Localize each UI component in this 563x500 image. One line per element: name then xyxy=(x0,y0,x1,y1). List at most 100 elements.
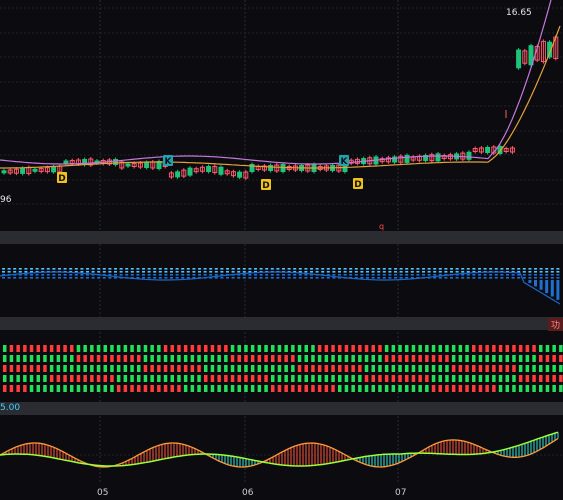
ind1-dot xyxy=(259,274,263,276)
candle-body xyxy=(20,167,26,174)
ind1-dot xyxy=(394,268,397,270)
ind2-bar xyxy=(103,355,107,362)
ind2-bar xyxy=(177,355,181,362)
ind1-dot xyxy=(354,274,358,276)
candle-body xyxy=(137,162,143,168)
ind1-dot xyxy=(444,271,448,273)
ind1-dot xyxy=(248,277,252,279)
ind2-bar xyxy=(230,385,235,392)
ind2-bar xyxy=(277,375,282,382)
ind2-bar xyxy=(16,345,20,352)
ind2-bar xyxy=(204,345,208,352)
ind2-bar xyxy=(110,345,114,352)
ind1-dot xyxy=(472,274,476,276)
ind1-dot xyxy=(181,274,185,276)
ind1-dot xyxy=(242,268,246,270)
ind2-bar xyxy=(16,385,20,392)
ind1-dot xyxy=(265,274,269,276)
ind2-bar xyxy=(264,385,268,392)
ind2-bar xyxy=(384,355,389,362)
ind1-dot xyxy=(545,274,549,276)
ind2-bar xyxy=(56,355,61,362)
ind1-dot xyxy=(170,271,173,273)
marker-text: D xyxy=(58,174,65,184)
ind1-dot xyxy=(528,271,532,273)
candle-body xyxy=(199,166,205,172)
ind1-dot xyxy=(472,277,476,279)
ind2-bar xyxy=(284,375,288,382)
ind2-bar xyxy=(183,375,188,382)
pane-separator[interactable] xyxy=(0,402,563,415)
ind2-bar xyxy=(304,355,308,362)
ind1-dot xyxy=(108,274,112,276)
ind2-bar xyxy=(451,375,456,382)
ind2-bar xyxy=(83,375,87,382)
ind1-dot xyxy=(158,271,162,273)
signal-marker[interactable]: K xyxy=(339,155,349,167)
ind1-dot xyxy=(102,277,106,279)
candle-body xyxy=(168,172,174,178)
ind2-bar xyxy=(338,355,342,362)
ind1-dot xyxy=(377,274,381,276)
ind2-bar xyxy=(458,375,463,382)
candle-body xyxy=(398,155,404,163)
ind1-dot xyxy=(338,271,341,273)
signal-marker[interactable]: K xyxy=(163,155,173,167)
ind1-dot xyxy=(24,271,28,273)
candle-body xyxy=(38,167,44,172)
ind1-dot xyxy=(136,274,140,276)
ind1-dot xyxy=(534,274,537,276)
ind2-bar xyxy=(3,355,7,362)
ind1-dot xyxy=(315,268,319,270)
ind2-bar xyxy=(512,355,516,362)
ind2-bar xyxy=(123,355,128,362)
candle-body xyxy=(218,166,224,175)
ind1-dot xyxy=(371,274,375,276)
signal-marker[interactable]: D xyxy=(57,172,67,184)
ind1-dot xyxy=(382,268,386,270)
candle-body xyxy=(125,163,131,167)
ind2-bar xyxy=(56,345,61,352)
pane-separator[interactable] xyxy=(0,231,563,244)
signal-marker[interactable]: D xyxy=(261,179,271,191)
marker-box xyxy=(353,178,363,189)
ind2-bar xyxy=(70,375,74,382)
ind2-bar xyxy=(197,385,201,392)
pane-separator[interactable] xyxy=(0,317,563,330)
ind2-bar xyxy=(391,375,396,382)
ind2-bar xyxy=(552,365,556,372)
badge-label[interactable]: 功 xyxy=(548,318,563,331)
ind2-bar xyxy=(29,375,34,382)
ind1-dot xyxy=(125,274,129,276)
ind1-dot xyxy=(298,274,302,276)
ind2-bar xyxy=(76,355,81,362)
candle-body xyxy=(32,168,38,172)
ind1-dot xyxy=(338,274,341,276)
candle-body xyxy=(187,167,193,176)
ind2-bar xyxy=(96,375,101,382)
ind1-dot xyxy=(181,277,185,279)
ind1-dot xyxy=(226,277,229,279)
ind2-bar xyxy=(512,385,516,392)
ind1-dot xyxy=(382,274,386,276)
ind2-bar xyxy=(317,375,322,382)
ind1-dot xyxy=(321,277,325,279)
signal-marker[interactable]: D xyxy=(353,178,363,190)
ind2-bar xyxy=(9,385,14,392)
ind1-dot xyxy=(108,268,112,270)
ind2-bar xyxy=(183,365,188,372)
ind2-bar xyxy=(103,375,107,382)
ind1-dot xyxy=(478,268,481,270)
ind2-bar xyxy=(472,345,476,352)
ind1-dot xyxy=(41,268,45,270)
ind2-bar xyxy=(358,375,362,382)
ind1-dot xyxy=(102,268,106,270)
ind1-dot xyxy=(483,277,487,279)
ind2-bar xyxy=(518,345,523,352)
ind2-bar xyxy=(559,345,563,352)
ind2-bar xyxy=(163,345,168,352)
candle-body xyxy=(175,171,181,178)
ind1-dot xyxy=(186,274,190,276)
ind1-dot xyxy=(158,268,162,270)
